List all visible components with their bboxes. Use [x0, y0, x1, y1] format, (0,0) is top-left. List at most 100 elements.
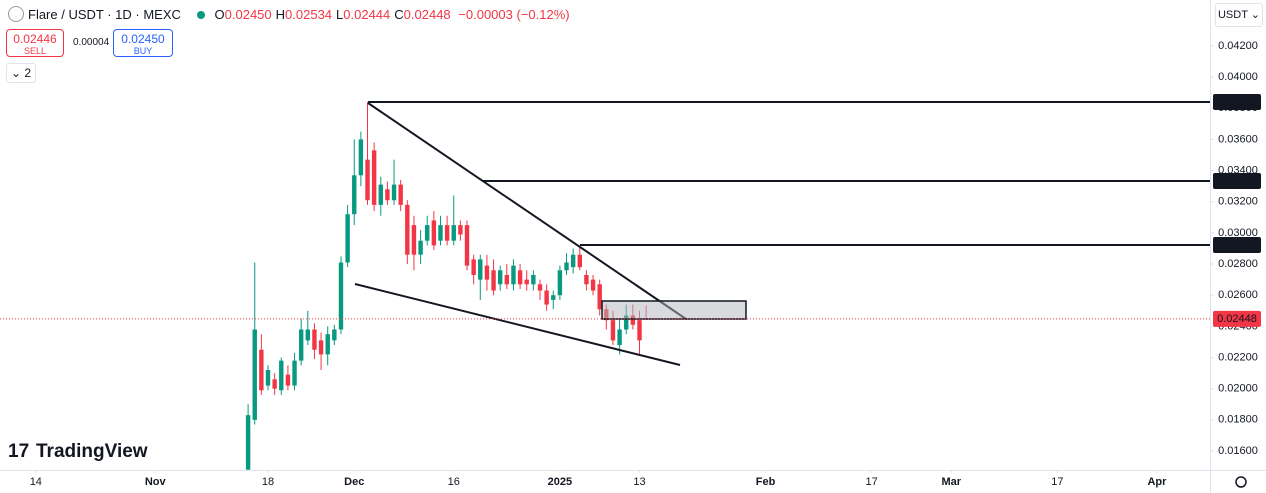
upper-trendline: [367, 102, 687, 320]
zone-box: [601, 300, 747, 320]
level-label: 0.03840: [1217, 96, 1257, 108]
candle-body: [385, 189, 390, 201]
sell-button[interactable]: 0.02446 SELL: [6, 29, 64, 57]
ohlc-key: C: [394, 7, 404, 22]
x-tick-label: Nov: [145, 476, 167, 488]
buy-price: 0.02450: [121, 32, 165, 46]
candle-body: [252, 329, 257, 420]
candle-body: [358, 139, 364, 176]
y-tick-label: 0.02200: [1218, 351, 1258, 363]
ohlc-key: H: [275, 7, 286, 22]
ohlc-value: 0.02450: [224, 7, 272, 22]
sell-price: 0.02446: [13, 32, 57, 46]
candle-body: [464, 225, 470, 266]
candle-body: [597, 284, 602, 310]
y-tick-label: 0.03000: [1218, 227, 1258, 239]
x-tick-label: Feb: [756, 476, 776, 488]
candle-body: [577, 254, 582, 268]
candle-body: [345, 214, 350, 263]
candle-body: [564, 262, 569, 271]
candle-body: [338, 262, 344, 330]
buy-button[interactable]: 0.02450 BUY: [113, 29, 173, 57]
candle-body: [590, 279, 596, 291]
logo: TradingView: [36, 441, 148, 462]
candle-body: [279, 360, 284, 391]
candle-body: [378, 184, 383, 205]
level-badge: [1213, 237, 1261, 254]
candle-body: [371, 150, 377, 205]
candle-body: [637, 320, 642, 341]
candle-body: [405, 204, 410, 255]
ohlc-value: 0.02534: [285, 7, 333, 22]
header: Flare / USDT · 1D · MEXC O0.02450 H0.0253…: [8, 6, 570, 22]
level-badge: [1213, 173, 1261, 190]
settings-icon[interactable]: [1235, 476, 1247, 488]
candle-body: [312, 329, 317, 350]
overlay: 0.042000.040000.038000.036000.034000.032…: [0, 40, 1261, 488]
candle-body: [444, 225, 450, 241]
candle-body: [484, 265, 490, 280]
last-price-badge: [1213, 310, 1261, 327]
ohlc-key: O: [214, 7, 225, 22]
candle-body: [610, 320, 616, 341]
x-tick-label: Mar: [942, 476, 962, 488]
y-tick-label: 0.02600: [1218, 289, 1258, 301]
candle-body: [265, 369, 271, 386]
candle-body: [491, 270, 496, 291]
y-tick-label: 0.03600: [1218, 133, 1258, 145]
last-price-label: 0.02448: [1217, 313, 1257, 325]
candle-body: [332, 329, 337, 341]
lower-trendline: [354, 283, 681, 366]
candle-body: [551, 295, 556, 300]
x-tick-label: 18: [262, 476, 274, 488]
candle-body: [624, 315, 629, 330]
currency: USDT: [1217, 9, 1248, 21]
candle-body: [292, 360, 297, 386]
symbol[interactable]: Flare / USDT · 1D · MEXC: [28, 7, 181, 22]
level-label: 0.03333: [1217, 175, 1257, 187]
y-tick-label: 0.04000: [1218, 71, 1258, 83]
candle-body: [391, 184, 397, 201]
indicators-toggle[interactable]: ⌄ 2: [6, 63, 36, 83]
ohlc-value: 0.02444: [343, 7, 391, 22]
spread: 0.00004: [73, 37, 110, 48]
y-tick-label: 0.01800: [1218, 414, 1258, 426]
x-tick-label: 13: [633, 476, 645, 488]
candle-body: [325, 334, 330, 355]
candle-body: [438, 225, 443, 241]
x-tick-label: Dec: [344, 476, 364, 488]
candle-body: [398, 184, 403, 205]
candle-body: [517, 270, 523, 285]
candle-body: [431, 220, 437, 246]
ohlc-value: 0.02448: [403, 7, 451, 22]
candle-body: [425, 225, 430, 241]
y-tick-label: 0.04200: [1218, 40, 1258, 52]
candle-body: [524, 279, 529, 285]
candle-body: [504, 274, 510, 285]
x-tick-label: 2025: [548, 476, 572, 488]
candle-body: [630, 315, 636, 325]
symbol-icon: [8, 6, 24, 22]
candle-body: [537, 284, 543, 291]
x-tick-label: 14: [30, 476, 42, 488]
candle-body: [411, 225, 417, 255]
candle-body: [272, 379, 277, 389]
indicators-count: 2: [24, 66, 32, 80]
y-tick-label: 0.02000: [1218, 383, 1258, 395]
candle-body: [245, 415, 251, 470]
candle-body: [471, 259, 476, 275]
currency-select[interactable]: USDT ⌄: [1215, 3, 1263, 27]
candle-body: [305, 329, 311, 341]
level-label: 0.02922: [1217, 239, 1257, 251]
candle-body: [617, 329, 622, 346]
candle-body: [285, 374, 291, 386]
candle-body: [570, 254, 576, 268]
x-tick-label: 16: [448, 476, 460, 488]
candle-body: [365, 159, 370, 201]
candle-body: [298, 329, 304, 361]
candle-body: [259, 349, 264, 391]
change: −0.00003 (−0.12%): [458, 7, 570, 22]
candle-body: [557, 270, 563, 296]
